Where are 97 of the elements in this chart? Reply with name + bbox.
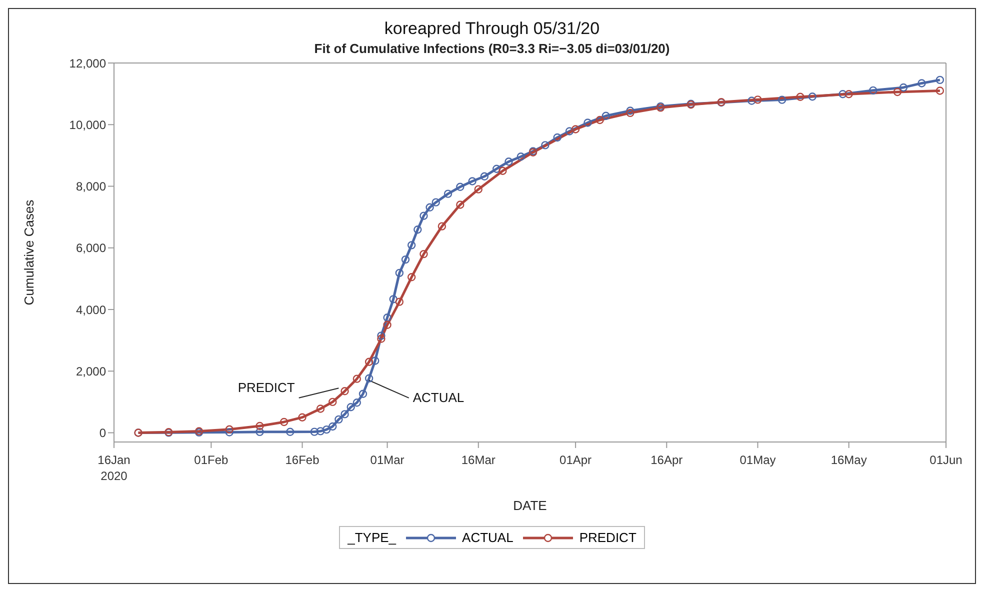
point bbox=[444, 190, 452, 198]
point bbox=[596, 116, 604, 124]
point bbox=[541, 141, 550, 150]
y-tick-label: 6,000 bbox=[76, 241, 106, 256]
point bbox=[796, 92, 804, 101]
point bbox=[456, 182, 464, 191]
point bbox=[492, 164, 501, 173]
point bbox=[936, 86, 944, 95]
point bbox=[310, 428, 319, 436]
point bbox=[480, 172, 489, 180]
legend-label: PREDICT bbox=[579, 530, 636, 545]
point bbox=[420, 250, 428, 258]
point bbox=[838, 90, 847, 98]
point bbox=[553, 133, 562, 142]
point bbox=[584, 118, 592, 127]
point bbox=[516, 152, 525, 161]
point bbox=[328, 398, 337, 406]
point bbox=[340, 387, 349, 396]
y-tick-label: 8,000 bbox=[76, 180, 106, 194]
point bbox=[286, 428, 294, 436]
point bbox=[918, 79, 926, 88]
point bbox=[364, 374, 374, 382]
point bbox=[936, 76, 944, 84]
point bbox=[869, 86, 878, 95]
point bbox=[571, 125, 580, 134]
x-tick-label: 01May bbox=[740, 453, 776, 467]
point bbox=[352, 398, 362, 407]
legend-title: _TYPE_ bbox=[348, 530, 396, 545]
point bbox=[371, 356, 380, 365]
point bbox=[474, 185, 482, 194]
annotation: ACTUAL bbox=[412, 390, 464, 405]
point bbox=[407, 273, 416, 282]
point bbox=[328, 422, 337, 431]
point bbox=[383, 314, 392, 322]
point bbox=[808, 92, 816, 101]
point bbox=[468, 177, 476, 186]
point bbox=[602, 112, 610, 120]
point bbox=[377, 332, 386, 340]
point bbox=[225, 425, 234, 434]
point bbox=[498, 166, 507, 175]
point bbox=[225, 428, 234, 436]
y-tick-label: 12,000 bbox=[69, 56, 106, 70]
point bbox=[401, 255, 410, 264]
x-tick-label: 01Mar bbox=[370, 453, 404, 467]
x-axis-title: DATE bbox=[513, 498, 548, 513]
point bbox=[748, 96, 756, 105]
point bbox=[844, 90, 853, 98]
point bbox=[407, 241, 416, 250]
y-axis-title: Cumulative Cases bbox=[22, 199, 37, 306]
x-tick-label: 16Jan 2020 bbox=[98, 453, 130, 483]
legend-label: ACTUAL bbox=[462, 530, 514, 545]
point bbox=[754, 96, 762, 104]
point bbox=[456, 200, 464, 209]
point bbox=[626, 106, 634, 115]
point bbox=[395, 268, 404, 278]
point bbox=[352, 374, 362, 383]
y-tick-label: 4,000 bbox=[76, 302, 106, 317]
point bbox=[426, 203, 434, 212]
point bbox=[626, 108, 634, 118]
point bbox=[280, 418, 288, 426]
point bbox=[256, 422, 264, 430]
x-tick-label: 01Feb bbox=[194, 453, 229, 467]
point bbox=[316, 404, 325, 413]
annotation: PREDICT bbox=[238, 380, 295, 396]
point bbox=[316, 427, 325, 436]
x-tick-label: 16Apr bbox=[650, 453, 683, 467]
point bbox=[364, 358, 374, 366]
point bbox=[893, 88, 902, 96]
point bbox=[334, 415, 343, 424]
x-tick-label: 01Jun bbox=[930, 453, 962, 467]
point bbox=[899, 83, 908, 92]
point bbox=[420, 212, 428, 220]
x-tick-label: 16May bbox=[830, 453, 867, 467]
point bbox=[322, 425, 331, 434]
point bbox=[256, 428, 264, 436]
point bbox=[358, 390, 368, 398]
x-tick-label: 16Mar bbox=[461, 453, 496, 467]
point bbox=[432, 198, 440, 206]
point bbox=[340, 410, 349, 418]
point bbox=[346, 402, 355, 412]
point bbox=[504, 158, 513, 166]
y-tick-label: 2,000 bbox=[76, 364, 106, 378]
point bbox=[565, 127, 574, 136]
x-tick-label: 01Apr bbox=[560, 453, 592, 467]
point bbox=[383, 320, 392, 330]
point bbox=[298, 413, 306, 422]
x-tick-label: 16Feb bbox=[285, 453, 320, 467]
point bbox=[778, 96, 786, 104]
point bbox=[377, 334, 386, 343]
y-tick-label: 10,000 bbox=[69, 118, 106, 132]
chart-subtitle: Fit of Cumulative Infections (R0=3.3 Ri=−3.05 di=03/01/20) bbox=[313, 41, 671, 56]
point bbox=[438, 222, 446, 230]
chart-title: koreapred Through 05/31/20 bbox=[383, 19, 601, 39]
point bbox=[414, 226, 422, 234]
y-tick-label: 0 bbox=[99, 426, 106, 440]
point bbox=[395, 298, 404, 306]
point bbox=[389, 295, 398, 304]
